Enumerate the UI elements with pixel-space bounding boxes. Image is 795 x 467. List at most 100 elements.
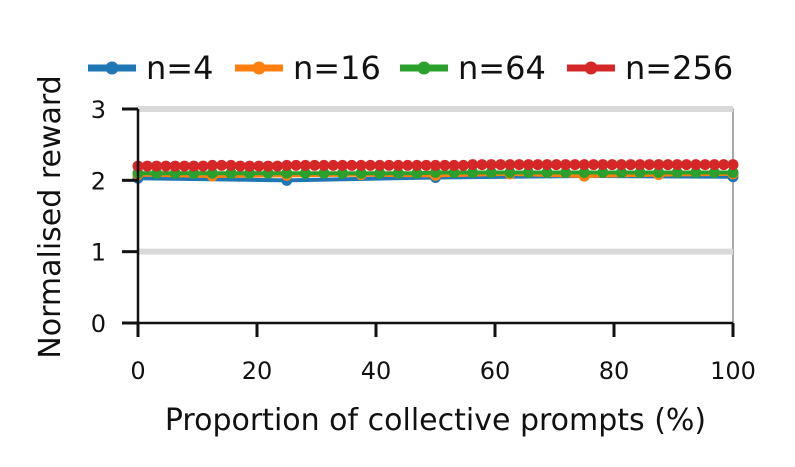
data-point-n-256 [309, 159, 321, 171]
data-point-n-256 [634, 159, 646, 171]
data-point-n-256 [513, 159, 525, 171]
x-axis: 0 20 40 60 80 100 Proportion of collective pr… [130, 321, 756, 438]
data-point-n-256 [653, 159, 665, 171]
data-point-n-256 [727, 159, 739, 171]
data-point-n-64 [522, 166, 534, 178]
data-point-n-256 [169, 160, 181, 172]
data-point-n-64 [504, 166, 516, 178]
data-point-n-256 [588, 159, 600, 171]
legend-swatch-marker [105, 61, 119, 75]
data-point-n-256 [364, 159, 376, 171]
legend-item-n-16: n=16 [235, 49, 381, 87]
data-point-n-256 [625, 159, 637, 171]
data-point-n-64 [206, 167, 218, 179]
data-point-n-256 [681, 159, 693, 171]
data-point-n-64 [541, 166, 553, 178]
data-point-n-256 [560, 159, 572, 171]
x-tick-label: 0 [130, 357, 145, 385]
y-axis: 0 1 2 3 Normalised reward [33, 75, 140, 359]
data-point-n-256 [271, 160, 283, 172]
y-tick-label: 1 [91, 239, 106, 267]
data-point-n-256 [532, 159, 544, 171]
data-point-n-256 [671, 159, 683, 171]
y-tick-label: 3 [91, 96, 106, 124]
legend-label: n=4 [146, 49, 213, 87]
data-point-n-64 [727, 166, 739, 178]
legend-swatch-marker [252, 61, 266, 75]
data-point-n-256 [188, 160, 200, 172]
data-point-n-64 [299, 167, 311, 179]
legend-label: n=64 [458, 49, 546, 87]
data-point-n-256 [448, 159, 460, 171]
data-point-n-256 [355, 159, 367, 171]
x-tick-label: 20 [242, 357, 273, 385]
data-point-n-64 [281, 167, 293, 179]
data-point-n-256 [244, 160, 256, 172]
data-point-n-256 [234, 160, 246, 172]
data-point-n-64 [355, 167, 367, 179]
data-point-n-256 [337, 159, 349, 171]
series-n-256 [132, 159, 739, 172]
data-point-n-64 [690, 166, 702, 178]
data-point-n-256 [550, 159, 562, 171]
x-tick-label: 100 [710, 357, 756, 385]
data-point-n-256 [299, 159, 311, 171]
y-axis-label: Normalised reward [33, 75, 68, 358]
data-point-n-64 [411, 167, 423, 179]
series-layer [132, 159, 739, 186]
data-point-n-256 [141, 160, 153, 172]
x-tick-label: 80 [599, 357, 630, 385]
data-point-n-256 [197, 160, 209, 172]
data-point-n-256 [615, 159, 627, 171]
data-point-n-256 [225, 159, 237, 171]
data-point-n-64 [653, 166, 665, 178]
data-point-n-256 [206, 159, 218, 171]
data-point-n-256 [495, 159, 507, 171]
legend-label: n=256 [625, 49, 733, 87]
data-point-n-256 [383, 159, 395, 171]
data-point-n-256 [457, 159, 469, 171]
data-point-n-256 [485, 159, 497, 171]
data-point-n-256 [151, 160, 163, 172]
data-point-n-256 [699, 159, 711, 171]
data-point-n-64 [708, 166, 720, 178]
data-point-n-64 [467, 166, 479, 178]
legend-item-n-64: n=64 [400, 49, 546, 87]
data-point-n-256 [690, 159, 702, 171]
data-point-n-64 [485, 166, 497, 178]
y-tick-label: 0 [91, 310, 106, 338]
legend-item-n-256: n=256 [567, 49, 733, 87]
x-tick-label: 60 [480, 357, 511, 385]
data-point-n-64 [225, 167, 237, 179]
legend: n=4 n=16 n=64 n=256 [88, 49, 733, 87]
data-point-n-256 [374, 159, 386, 171]
legend-swatch-marker [417, 61, 431, 75]
data-point-n-64 [634, 166, 646, 178]
data-point-n-64 [392, 167, 404, 179]
data-point-n-256 [476, 159, 488, 171]
data-point-n-64 [337, 167, 349, 179]
x-ticks: 0 20 40 60 80 100 [130, 323, 756, 385]
data-point-n-256 [597, 159, 609, 171]
plot-area [132, 106, 739, 324]
data-point-n-256 [290, 159, 302, 171]
data-point-n-256 [430, 159, 441, 171]
data-point-n-256 [216, 159, 228, 171]
data-point-n-256 [420, 159, 432, 171]
data-point-n-256 [541, 159, 553, 171]
plot-frame [137, 108, 734, 324]
data-point-n-256 [504, 159, 516, 171]
data-point-n-256 [708, 159, 720, 171]
data-point-n-64 [671, 166, 683, 178]
data-point-n-256 [253, 160, 265, 172]
data-point-n-64 [597, 166, 609, 178]
data-point-n-256 [411, 159, 423, 171]
data-point-n-256 [281, 159, 293, 171]
data-point-n-256 [402, 159, 414, 171]
data-point-n-256 [522, 159, 534, 171]
data-point-n-256 [439, 159, 451, 171]
x-tick-label: 40 [361, 357, 392, 385]
data-point-n-256 [392, 159, 404, 171]
legend-swatch-marker [584, 61, 598, 75]
